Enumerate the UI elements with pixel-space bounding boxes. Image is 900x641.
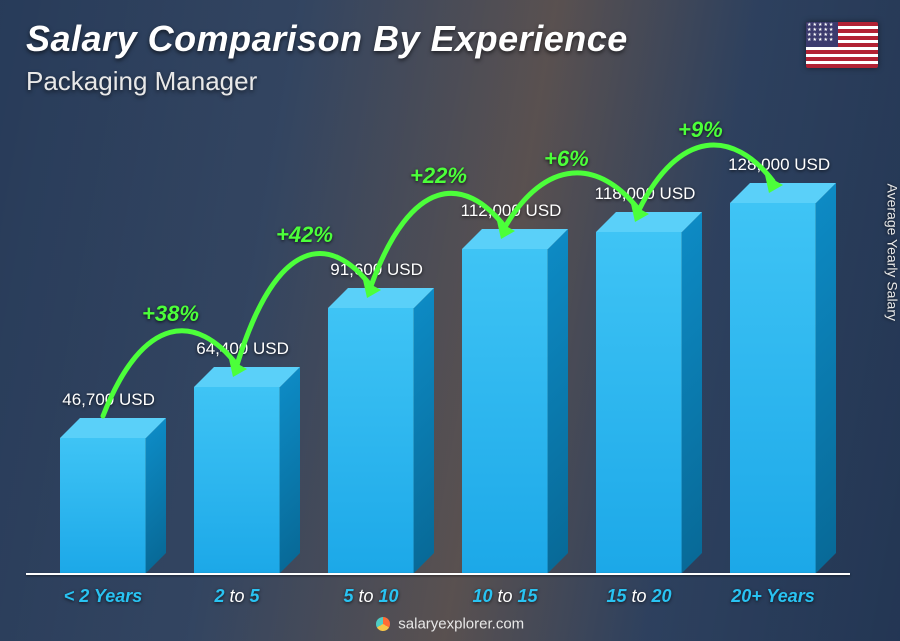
x-axis-tick-label: 10 to 15 — [438, 586, 572, 607]
bar — [730, 203, 816, 573]
bar-value-label: 128,000 USD — [728, 155, 830, 175]
bar — [596, 232, 682, 573]
chart-title: Salary Comparison By Experience — [26, 18, 628, 60]
bar — [462, 249, 548, 573]
bar-value-label: 118,000 USD — [595, 184, 696, 204]
bar — [328, 308, 414, 573]
growth-label: +38% — [142, 301, 199, 327]
x-axis-tick-label: 20+ Years — [706, 586, 840, 607]
growth-label: +22% — [410, 163, 467, 189]
bar-value-label: 64,400 USD — [196, 339, 289, 359]
x-axis-tick-label: 5 to 10 — [304, 586, 438, 607]
growth-label: +9% — [678, 117, 723, 143]
bar-value-label: 46,700 USD — [62, 390, 155, 410]
bar-slot: 128,000 USD — [706, 93, 840, 573]
chart-header: Salary Comparison By Experience Packagin… — [26, 18, 628, 97]
footer: salaryexplorer.com — [0, 615, 900, 633]
country-flag-icon: ★★★★★★★★★★★★★★★★★★★★ — [806, 22, 878, 68]
bar-value-label: 91,600 USD — [330, 260, 423, 280]
bar-slot: 64,400 USD — [170, 93, 304, 573]
x-axis-tick-label: 2 to 5 — [170, 586, 304, 607]
x-axis-tick-label: 15 to 20 — [572, 586, 706, 607]
bar-slot: 46,700 USD — [36, 93, 170, 573]
x-axis-labels: < 2 Years2 to 55 to 1010 to 1515 to 2020… — [26, 586, 850, 607]
bar-chart: 46,700 USD 64,400 USD 91,600 USD 112,000 US… — [26, 93, 850, 573]
logo-icon — [376, 617, 390, 631]
bar — [194, 387, 280, 573]
footer-site: salaryexplorer.com — [398, 615, 524, 632]
bar-slot: 118,000 USD — [572, 93, 706, 573]
bar — [60, 438, 146, 573]
bar-value-label: 112,000 USD — [461, 201, 562, 221]
x-axis-tick-label: < 2 Years — [36, 586, 170, 607]
growth-label: +6% — [544, 146, 589, 172]
growth-label: +42% — [276, 222, 333, 248]
x-axis-line — [26, 573, 850, 575]
y-axis-label: Average Yearly Salary — [884, 183, 900, 321]
